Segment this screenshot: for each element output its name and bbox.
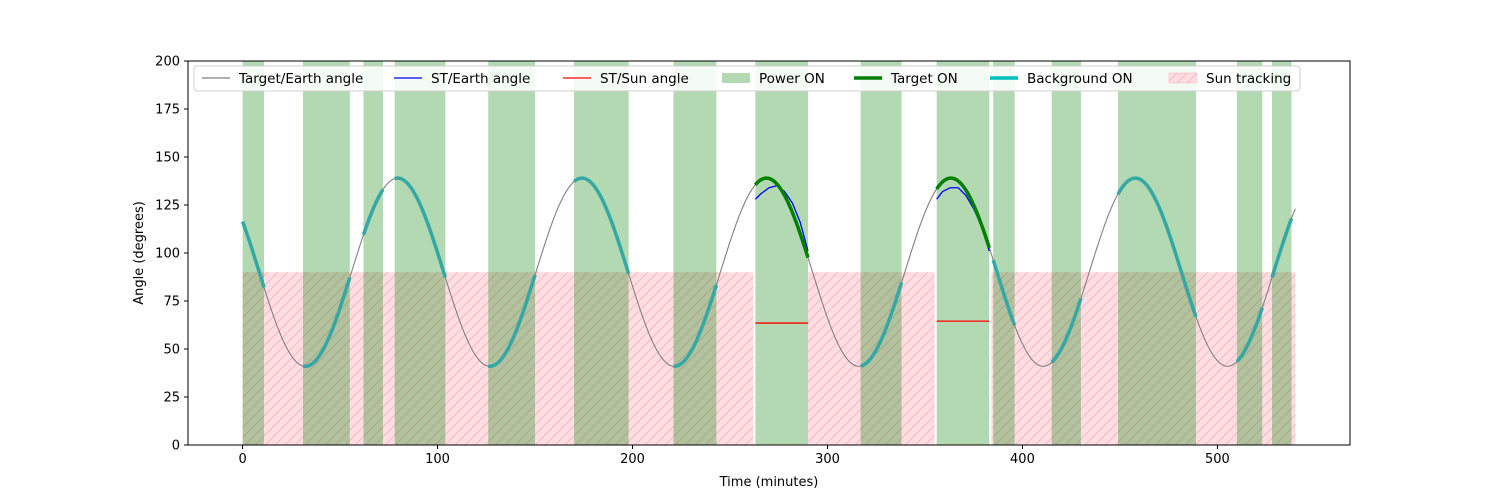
y-tick-label: 75 <box>163 295 180 310</box>
power-on-band <box>936 61 990 445</box>
x-tick-label: 500 <box>1205 452 1230 467</box>
background-on-line <box>240 220 266 288</box>
x-tick-label: 100 <box>425 452 450 467</box>
power-on-band <box>1117 61 1196 445</box>
background-on-layer <box>240 176 1294 369</box>
power-on-band <box>673 61 717 445</box>
sun-tracking-hatch <box>242 272 754 445</box>
background-on-line <box>673 284 719 369</box>
target-on-layer <box>754 176 991 259</box>
power-on-band <box>993 61 1015 445</box>
y-tick-label: 0 <box>172 439 180 454</box>
background-on-line <box>860 281 904 368</box>
y-tick-label: 200 <box>155 55 180 70</box>
power-on-band <box>1272 61 1292 445</box>
y-tick-label: 150 <box>155 151 180 166</box>
y-axis: 0 25 50 75 100 125 150 175 200 <box>155 55 188 454</box>
x-tick-label: 200 <box>620 452 645 467</box>
background-on-line <box>991 259 1017 327</box>
target-on-line <box>935 176 991 249</box>
legend-label: Target/Earth angle <box>238 71 363 87</box>
legend-swatch-power-on <box>722 73 750 83</box>
background-on-line <box>488 274 537 369</box>
y-tick-label: 100 <box>155 247 180 262</box>
legend-label: ST/Sun angle <box>600 71 689 87</box>
legend-swatch-sun-tracking-hatch <box>1168 72 1198 84</box>
background-on-line <box>361 188 385 236</box>
x-tick-label: 0 <box>238 452 246 467</box>
x-axis: 0 100 200 300 400 500 <box>238 445 1230 467</box>
legend-label: Background ON <box>1027 71 1133 87</box>
legend-label: ST/Earth angle <box>431 71 530 87</box>
background-on-line <box>572 176 631 275</box>
power-on-band <box>574 61 629 445</box>
target-on-line <box>754 176 810 259</box>
power-on-band <box>1051 61 1081 445</box>
y-tick-label: 50 <box>163 343 180 358</box>
y-tick-label: 175 <box>155 103 180 118</box>
power-on-band <box>755 61 808 445</box>
legend-label: Sun tracking <box>1206 71 1291 87</box>
legend-label: Target ON <box>890 71 958 87</box>
y-tick-label: 125 <box>155 199 180 214</box>
legend-label: Power ON <box>759 71 825 87</box>
x-tick-label: 300 <box>815 452 840 467</box>
background-on-line <box>394 176 448 279</box>
st-sun-layer <box>755 320 990 324</box>
background-on-line <box>302 276 352 369</box>
x-tick-label: 400 <box>1010 452 1035 467</box>
power-on-band <box>303 61 350 445</box>
background-on-line <box>1050 297 1083 364</box>
x-axis-label: Time (minutes) <box>719 475 819 490</box>
background-on-line <box>1116 176 1198 318</box>
power-on-band <box>488 61 536 445</box>
power-on-band <box>860 61 902 445</box>
power-on-band <box>1236 61 1263 445</box>
background-on-line <box>1235 307 1264 363</box>
legend: Target/Earth angle ST/Earth angle ST/Sun a… <box>193 65 1301 92</box>
sun-tracking-hatch <box>991 272 1296 445</box>
power-on-band <box>363 61 383 445</box>
y-axis-label: Angle (degrees) <box>132 201 147 305</box>
y-tick-label: 25 <box>163 391 180 406</box>
power-on-layer <box>242 61 1292 445</box>
background-on-line <box>1270 217 1294 279</box>
